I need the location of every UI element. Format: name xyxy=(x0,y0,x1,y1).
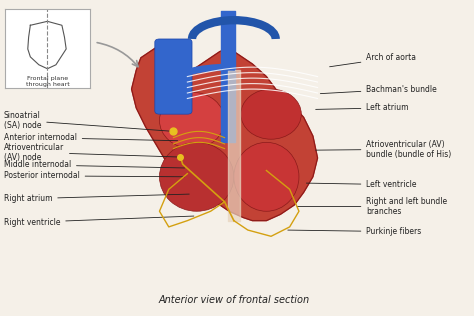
Text: Arch of aorta: Arch of aorta xyxy=(329,53,416,67)
Text: Right and left bundle
branches: Right and left bundle branches xyxy=(297,197,447,216)
Text: Middle internodal: Middle internodal xyxy=(4,161,184,169)
Polygon shape xyxy=(132,48,318,221)
Text: Bachman's bundle: Bachman's bundle xyxy=(320,85,437,94)
Ellipse shape xyxy=(234,142,299,211)
Text: Frontal plane
through heart: Frontal plane through heart xyxy=(26,76,69,87)
Ellipse shape xyxy=(241,89,301,139)
Text: Posterior internodal: Posterior internodal xyxy=(4,171,184,180)
Text: Purkinje fibers: Purkinje fibers xyxy=(288,227,422,236)
Text: Atrioventricular (AV)
bundle (bundle of His): Atrioventricular (AV) bundle (bundle of … xyxy=(316,140,452,159)
Text: Left atrium: Left atrium xyxy=(316,103,409,112)
FancyBboxPatch shape xyxy=(155,39,192,114)
Text: Anterior internodal: Anterior internodal xyxy=(4,133,178,142)
Text: Right ventricle: Right ventricle xyxy=(4,216,194,227)
Ellipse shape xyxy=(159,142,234,211)
Text: Left ventricle: Left ventricle xyxy=(306,180,417,189)
Text: Sinoatrial
(SA) node: Sinoatrial (SA) node xyxy=(4,111,171,131)
Text: Anterior view of frontal section: Anterior view of frontal section xyxy=(158,295,310,305)
Text: Atrioventricular
(AV) node: Atrioventricular (AV) node xyxy=(4,143,178,162)
Ellipse shape xyxy=(159,92,225,149)
Text: Right atrium: Right atrium xyxy=(4,194,189,203)
